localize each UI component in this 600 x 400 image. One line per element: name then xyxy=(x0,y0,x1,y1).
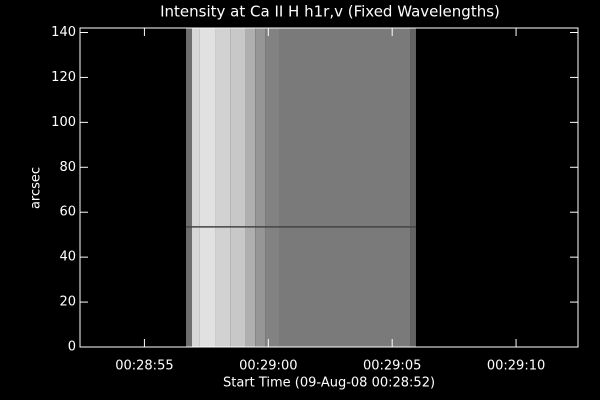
image-column xyxy=(410,28,416,347)
image-column xyxy=(230,28,246,347)
y-tick-label: 140 xyxy=(51,25,76,40)
image-column xyxy=(186,28,192,347)
image-column xyxy=(245,28,256,347)
y-tick-label: 40 xyxy=(59,250,76,265)
x-axis-label: Start Time (09-Aug-08 00:28:52) xyxy=(223,376,435,391)
image-layer xyxy=(186,28,416,347)
x-tick-label: 00:29:05 xyxy=(363,359,421,374)
chart-title: Intensity at Ca II H h1r,v (Fixed Wavele… xyxy=(160,3,500,21)
image-column xyxy=(199,28,216,347)
y-tick-label: 120 xyxy=(51,70,76,85)
image-column xyxy=(191,28,200,347)
y-tick-label: 20 xyxy=(59,295,76,310)
x-tick-label: 00:28:55 xyxy=(115,359,173,374)
plot-frame xyxy=(79,27,579,348)
y-tick-label: 100 xyxy=(51,115,76,130)
y-tick-label: 60 xyxy=(59,205,76,220)
image-column xyxy=(265,28,280,347)
y-tick-label: 0 xyxy=(68,340,76,355)
image-column xyxy=(215,28,231,347)
y-axis-label: arcsec xyxy=(29,167,44,209)
image-column xyxy=(255,28,266,347)
x-tick-label: 00:29:10 xyxy=(487,359,545,374)
y-tick-label: 80 xyxy=(59,160,76,175)
x-tick-label: 00:29:00 xyxy=(239,359,297,374)
image-column xyxy=(279,28,411,347)
